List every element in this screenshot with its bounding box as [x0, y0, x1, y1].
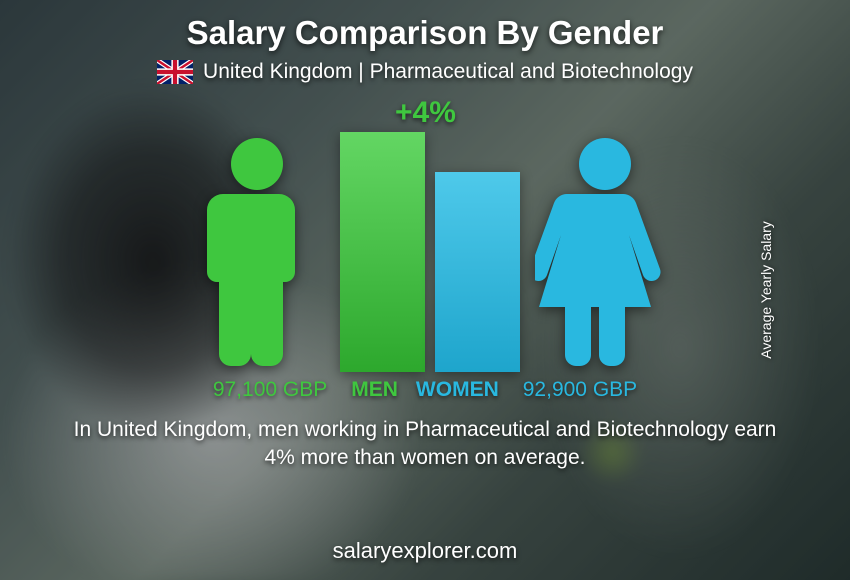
men-salary-value: 97,100 GBP	[213, 378, 327, 402]
subtitle-text: United Kingdom | Pharmaceutical and Biot…	[203, 60, 693, 84]
yaxis-label: Average Yearly Salary	[757, 221, 773, 359]
men-label: MEN	[351, 378, 398, 402]
labels-row: 97,100 GBP MEN WOMEN 92,900 GBP	[105, 378, 745, 402]
woman-icon	[535, 136, 675, 376]
delta-label: +4%	[395, 96, 456, 130]
uk-flag-icon	[157, 60, 193, 84]
footer-source: salaryexplorer.com	[0, 538, 850, 564]
sector-label: Pharmaceutical and Biotechnology	[370, 60, 693, 83]
separator: |	[352, 60, 369, 83]
women-label: WOMEN	[416, 378, 499, 402]
women-salary-value: 92,900 GBP	[523, 378, 637, 402]
page-title: Salary Comparison By Gender	[0, 0, 850, 52]
country-label: United Kingdom	[203, 60, 352, 83]
infographic-content: Salary Comparison By Gender United Kingd…	[0, 0, 850, 580]
description-text: In United Kingdom, men working in Pharma…	[65, 416, 785, 473]
men-bar	[340, 132, 425, 372]
women-bar	[435, 172, 520, 372]
subtitle-row: United Kingdom | Pharmaceutical and Biot…	[0, 60, 850, 84]
man-icon	[197, 136, 317, 376]
chart-area: +4% 97,100 GBP MEN WOMEN 92,9	[105, 102, 745, 402]
